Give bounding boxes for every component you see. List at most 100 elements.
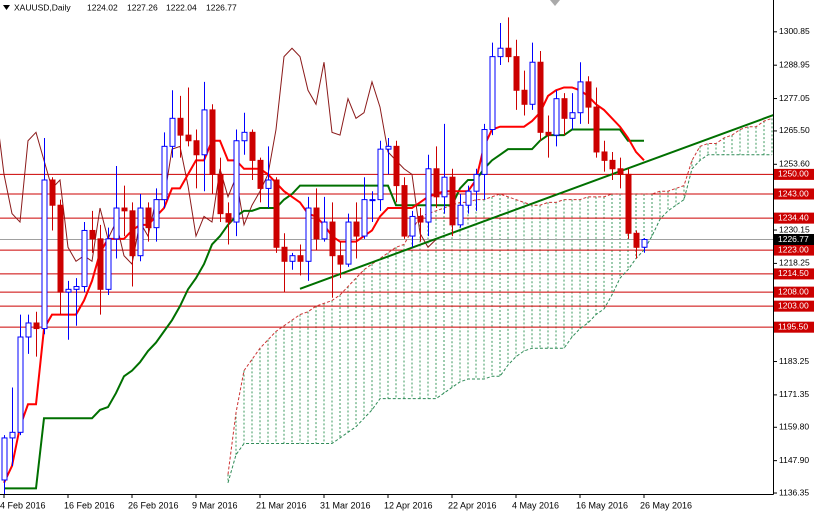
x-tick-label: 31 Mar 2016 — [320, 500, 371, 510]
level-label: 1195.50 — [778, 321, 808, 331]
candle-body — [633, 232, 640, 248]
candle-body — [561, 98, 568, 119]
candle-body — [505, 47, 512, 58]
candle-body — [145, 207, 152, 229]
candle-body — [569, 112, 576, 119]
candle-body — [417, 215, 424, 223]
candle-body — [321, 221, 328, 240]
candle-body — [193, 140, 200, 156]
candle-body — [401, 185, 408, 237]
x-tick-label: 22 Apr 2016 — [448, 500, 497, 510]
y-tick-label: 1265.50 — [779, 125, 810, 135]
candle-body — [537, 61, 544, 133]
candle-body — [313, 207, 320, 240]
candle-body — [121, 207, 128, 212]
candle-body — [385, 145, 392, 150]
candle-body — [353, 221, 360, 237]
candle-body — [273, 179, 280, 248]
candle-body — [425, 168, 432, 223]
level-label: 1250.00 — [778, 169, 809, 179]
candle-body — [433, 168, 440, 198]
level-label: 1234.40 — [778, 212, 809, 222]
candle-body — [457, 204, 464, 226]
candle-body — [113, 207, 120, 240]
price-label: 1226.77 — [778, 234, 809, 244]
candle-body — [289, 255, 296, 262]
candle-body — [65, 288, 72, 293]
candle-body — [281, 246, 288, 262]
symbol-title: XAUUSD,Daily — [14, 2, 71, 12]
kijun-line — [4, 128, 644, 490]
candle-body — [265, 179, 272, 189]
candle-body — [585, 81, 592, 108]
candle-body — [625, 173, 632, 234]
menu-arrow[interactable] — [3, 5, 10, 10]
level-label-box — [774, 212, 814, 224]
candle-body — [465, 190, 472, 206]
x-tick-label: 4 Feb 2016 — [0, 500, 46, 510]
level-label: 1243.00 — [778, 188, 809, 198]
level-label-box — [774, 286, 814, 298]
price-label-box — [774, 234, 814, 246]
candle-body — [185, 134, 192, 142]
candle-body — [593, 106, 600, 153]
y-tick-label: 1277.05 — [779, 93, 810, 103]
x-tick-label: 21 Mar 2016 — [256, 500, 307, 510]
level-label: 1223.00 — [778, 244, 809, 254]
level-label: 1208.00 — [778, 286, 809, 296]
y-tick-label: 1171.35 — [779, 389, 809, 399]
candle-body — [161, 145, 168, 201]
candle-body — [89, 229, 96, 240]
candle-body — [369, 199, 376, 202]
quote-high: 1227.26 — [127, 2, 158, 12]
candle-body — [601, 151, 608, 161]
candle-body — [497, 47, 504, 58]
candle-body — [305, 207, 312, 262]
candle-body — [393, 145, 400, 187]
quote-open: 1224.02 — [87, 2, 118, 12]
candle-body — [473, 173, 480, 192]
candle-body — [9, 431, 16, 439]
candle-body — [137, 207, 144, 257]
candle-body — [73, 286, 80, 290]
candle-body — [233, 140, 240, 223]
senkou-a-line — [227, 117, 773, 475]
candle-body — [249, 131, 256, 161]
candle-body — [33, 322, 40, 330]
candle-body — [609, 159, 616, 170]
candle-body — [49, 179, 56, 206]
level-label-box — [774, 268, 814, 280]
x-tick-label: 9 Mar 2016 — [192, 500, 238, 510]
candle-body — [361, 199, 368, 237]
candle-body — [241, 131, 248, 142]
level-label-box — [774, 188, 814, 200]
level-label-box — [774, 168, 814, 180]
candle-body — [217, 173, 224, 215]
candle-body — [25, 322, 32, 338]
candle-body — [449, 176, 456, 226]
candle-body — [297, 255, 304, 262]
y-tick-label: 1183.25 — [779, 356, 809, 366]
candle-body — [129, 210, 136, 257]
candle-body — [1, 437, 8, 481]
x-tick-label: 12 Apr 2016 — [384, 500, 433, 510]
candle-body — [345, 221, 352, 265]
candle-body — [225, 213, 232, 223]
y-tick-label: 1159.80 — [779, 422, 809, 432]
candle-body — [209, 109, 216, 175]
candle-body — [553, 98, 560, 136]
trend-line — [299, 114, 773, 290]
candle-body — [257, 159, 264, 189]
candle-body — [169, 117, 176, 147]
level-label-box — [774, 321, 814, 333]
level-label-box — [774, 244, 814, 256]
y-tick-label: 1136.35 — [779, 487, 809, 497]
y-tick-label: 1218.25 — [779, 258, 810, 268]
candle-body — [617, 168, 624, 175]
candle-body — [177, 117, 184, 136]
shift-marker[interactable] — [550, 0, 560, 6]
level-label: 1203.00 — [778, 300, 809, 310]
candle-body — [545, 131, 552, 136]
level-label: 1214.50 — [778, 268, 809, 278]
